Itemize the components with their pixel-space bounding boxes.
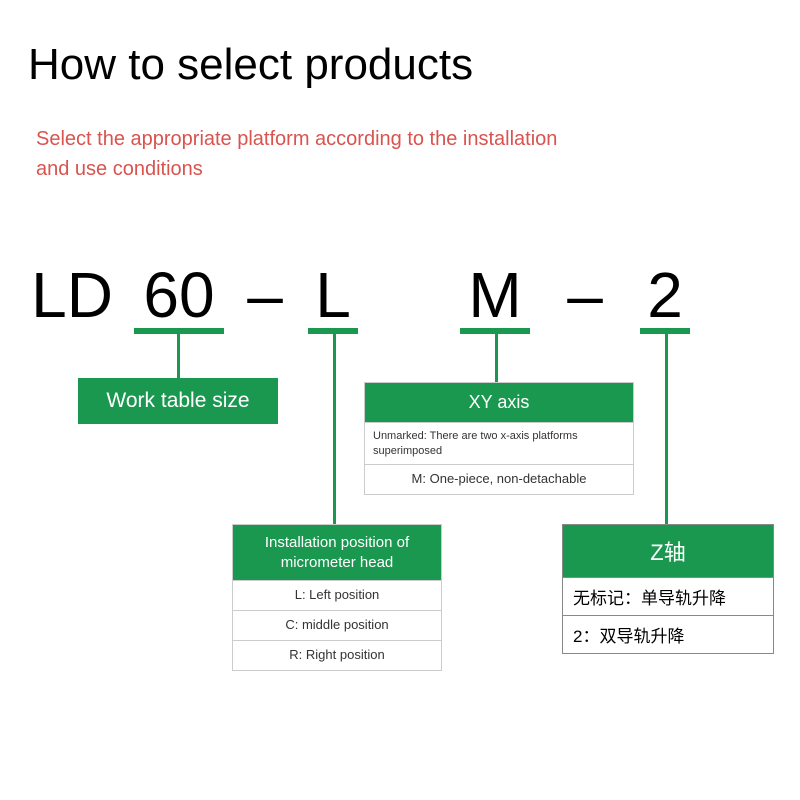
code-segment-1: 60 [134,258,224,332]
xy-axis-row-1: M: One-piece, non-detachable [365,464,633,494]
code-segment-5: – [560,258,610,332]
z-axis-box: Z轴 无标记：单导轨升降2：双导轨升降 [562,524,774,654]
z-axis-row-0: 无标记：单导轨升降 [563,577,773,615]
xy-axis-header: XY axis [365,383,633,422]
connector-line-2 [495,334,498,382]
install-position-header: Installation position of micrometer head [233,525,441,580]
connector-line-0 [177,334,180,378]
connector-line-1 [333,334,336,524]
work-table-size-text: Work table size [106,389,249,413]
xy-axis-row-0: Unmarked: There are two x-axis platforms… [365,422,633,464]
z-axis-header: Z轴 [563,525,773,577]
connector-line-3 [665,334,668,524]
install-row-1: C: middle position [233,610,441,640]
code-segment-4: M [460,258,530,332]
code-segment-6: 2 [640,258,690,332]
install-row-2: R: Right position [233,640,441,670]
code-segment-0: LD [22,258,122,332]
subtitle-text: Select the appropriate platform accordin… [36,124,576,184]
z-axis-row-1: 2：双导轨升降 [563,615,773,653]
work-table-size-label: Work table size [78,378,278,424]
code-segment-2: – [240,258,290,332]
xy-axis-box: XY axis Unmarked: There are two x-axis p… [364,382,634,495]
install-position-box: Installation position of micrometer head… [232,524,442,671]
page-title: How to select products [28,40,473,90]
code-segment-3: L [308,258,358,332]
install-row-0: L: Left position [233,580,441,610]
